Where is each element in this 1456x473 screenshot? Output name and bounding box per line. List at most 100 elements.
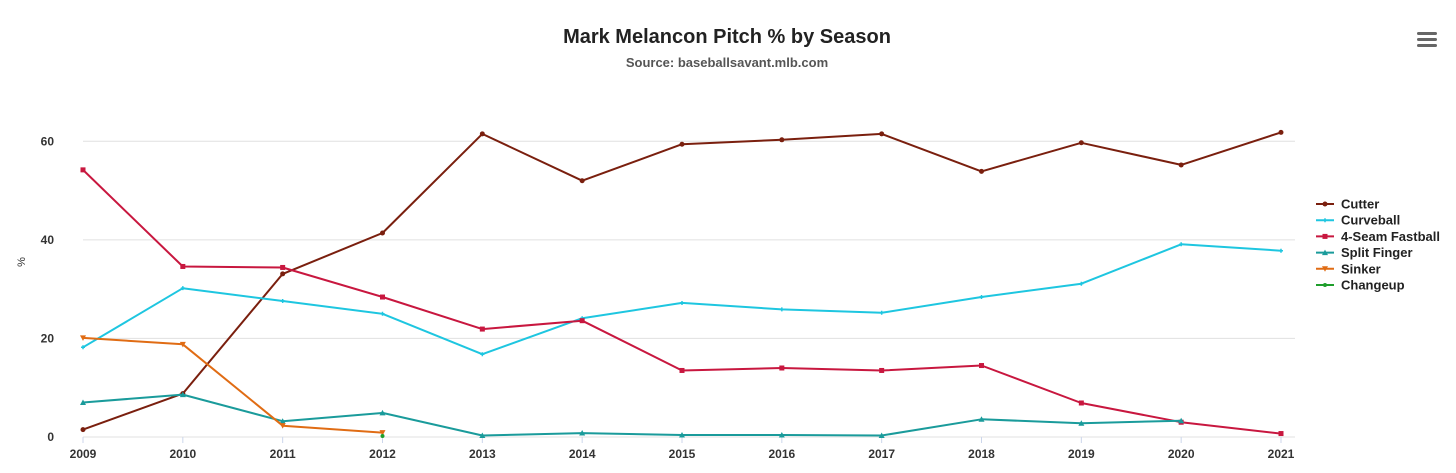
data-point-cutter[interactable] bbox=[779, 137, 785, 143]
x-tick-label: 2020 bbox=[1168, 447, 1195, 461]
x-tick-label: 2012 bbox=[369, 447, 396, 461]
legend-marker[interactable] bbox=[1322, 249, 1328, 256]
x-tick-label: 2014 bbox=[569, 447, 596, 461]
data-point-4-seam-fastball[interactable] bbox=[180, 263, 186, 269]
data-point-cutter[interactable] bbox=[1078, 140, 1084, 146]
y-axis-ticks: 0 20 40 60 bbox=[41, 134, 55, 444]
legend-marker[interactable] bbox=[1322, 233, 1328, 239]
data-point-4-seam-fastball[interactable] bbox=[679, 367, 685, 373]
x-tick-label: 2019 bbox=[1068, 447, 1095, 461]
y-tick-label: 20 bbox=[41, 331, 55, 345]
data-point-split-finger[interactable] bbox=[1078, 420, 1085, 426]
legend-label: Sinker bbox=[1341, 261, 1381, 276]
legend-label: Curveball bbox=[1341, 213, 1400, 228]
series-curveball[interactable] bbox=[81, 242, 1283, 357]
y-tick-label: 40 bbox=[41, 233, 55, 247]
data-point-split-finger[interactable] bbox=[778, 432, 785, 438]
data-point-curveball[interactable] bbox=[779, 307, 784, 312]
data-point-4-seam-fastball[interactable] bbox=[879, 367, 885, 373]
legend-item-changeup[interactable]: Changeup bbox=[1316, 278, 1405, 293]
y-tick-label: 60 bbox=[41, 134, 55, 148]
x-tick-label: 2016 bbox=[768, 447, 795, 461]
hamburger-menu-icon[interactable] bbox=[1417, 32, 1437, 47]
x-tick-label: 2018 bbox=[968, 447, 995, 461]
data-point-4-seam-fastball[interactable] bbox=[380, 294, 385, 300]
series-layer bbox=[80, 129, 1284, 439]
legend-marker[interactable] bbox=[1323, 218, 1327, 223]
data-point-cutter[interactable] bbox=[679, 141, 685, 147]
data-point-cutter[interactable] bbox=[579, 178, 585, 184]
data-point-4-seam-fastball[interactable] bbox=[280, 264, 286, 270]
legend-marker[interactable] bbox=[1322, 201, 1328, 207]
series-line-cutter[interactable] bbox=[82, 131, 1282, 431]
data-point-curveball[interactable] bbox=[1279, 248, 1283, 253]
data-point-split-finger[interactable] bbox=[679, 432, 685, 438]
legend-label: Cutter bbox=[1341, 197, 1379, 212]
series-line-curveball[interactable] bbox=[82, 243, 1282, 356]
data-point-split-finger[interactable] bbox=[379, 409, 386, 416]
legend-item-sinker[interactable]: Sinker bbox=[1316, 261, 1381, 276]
data-point-sinker[interactable] bbox=[80, 335, 86, 341]
data-point-curveball[interactable] bbox=[480, 352, 485, 357]
legend-label: Split Finger bbox=[1341, 245, 1413, 260]
data-point-curveball[interactable] bbox=[1179, 242, 1184, 247]
data-point-4-seam-fastball[interactable] bbox=[779, 365, 785, 371]
data-point-4-seam-fastball[interactable] bbox=[1278, 431, 1284, 437]
legend-marker[interactable] bbox=[1323, 283, 1327, 287]
data-point-changeup[interactable] bbox=[380, 434, 385, 439]
x-tick-label: 2021 bbox=[1268, 447, 1295, 461]
x-tick-label: 2015 bbox=[669, 447, 696, 461]
chart-subtitle: Source: baseballsavant.mlb.com bbox=[626, 55, 828, 70]
series-line-sinker[interactable] bbox=[82, 336, 383, 434]
legend-item-cutter[interactable]: Cutter bbox=[1316, 197, 1379, 212]
data-point-split-finger[interactable] bbox=[579, 430, 586, 436]
legend-item-split-finger[interactable]: Split Finger bbox=[1316, 245, 1413, 260]
chart-title: Mark Melancon Pitch % by Season bbox=[563, 26, 891, 48]
data-point-4-seam-fastball[interactable] bbox=[579, 318, 585, 324]
series-line-split-finger[interactable] bbox=[82, 393, 1182, 437]
data-point-curveball[interactable] bbox=[380, 311, 385, 316]
data-point-cutter[interactable] bbox=[1278, 129, 1284, 135]
data-point-cutter[interactable] bbox=[80, 427, 86, 433]
data-point-split-finger[interactable] bbox=[179, 391, 186, 398]
legend-label: 4-Seam Fastball bbox=[1341, 229, 1440, 244]
data-point-split-finger[interactable] bbox=[878, 432, 885, 439]
legend-marker[interactable] bbox=[1322, 266, 1328, 272]
data-point-cutter[interactable] bbox=[879, 131, 885, 137]
data-point-curveball[interactable] bbox=[879, 310, 884, 315]
data-point-sinker[interactable] bbox=[179, 341, 186, 348]
data-point-split-finger[interactable] bbox=[279, 418, 286, 424]
data-point-split-finger[interactable] bbox=[1178, 417, 1185, 424]
data-point-cutter[interactable] bbox=[380, 230, 385, 236]
data-point-cutter[interactable] bbox=[1178, 162, 1184, 168]
data-point-4-seam-fastball[interactable] bbox=[80, 167, 86, 173]
data-point-curveball[interactable] bbox=[180, 286, 185, 291]
data-point-cutter[interactable] bbox=[479, 131, 485, 137]
data-point-4-seam-fastball[interactable] bbox=[479, 326, 485, 332]
data-point-sinker[interactable] bbox=[379, 430, 386, 436]
data-point-curveball[interactable] bbox=[81, 345, 85, 350]
data-point-cutter[interactable] bbox=[979, 168, 984, 174]
data-point-curveball[interactable] bbox=[1079, 281, 1084, 286]
data-point-cutter[interactable] bbox=[280, 271, 286, 277]
series-cutter[interactable] bbox=[80, 129, 1284, 433]
data-point-4-seam-fastball[interactable] bbox=[1078, 400, 1084, 406]
data-point-curveball[interactable] bbox=[280, 298, 285, 303]
data-point-split-finger[interactable] bbox=[80, 399, 86, 406]
legend-item-4-seam-fastball[interactable]: 4-Seam Fastball bbox=[1316, 229, 1440, 244]
series-sinker[interactable] bbox=[80, 335, 386, 436]
data-point-sinker[interactable] bbox=[279, 423, 286, 429]
data-point-curveball[interactable] bbox=[680, 300, 684, 305]
series-changeup[interactable] bbox=[380, 434, 385, 439]
data-point-curveball[interactable] bbox=[979, 295, 984, 300]
y-axis-label: % bbox=[16, 257, 28, 267]
data-point-split-finger[interactable] bbox=[479, 432, 486, 439]
series-split-finger[interactable] bbox=[80, 391, 1185, 439]
legend-label: Changeup bbox=[1341, 278, 1405, 293]
x-tick-label: 2017 bbox=[868, 447, 895, 461]
data-point-4-seam-fastball[interactable] bbox=[979, 363, 984, 369]
legend-item-curveball[interactable]: Curveball bbox=[1316, 213, 1400, 228]
data-point-split-finger[interactable] bbox=[978, 416, 985, 422]
